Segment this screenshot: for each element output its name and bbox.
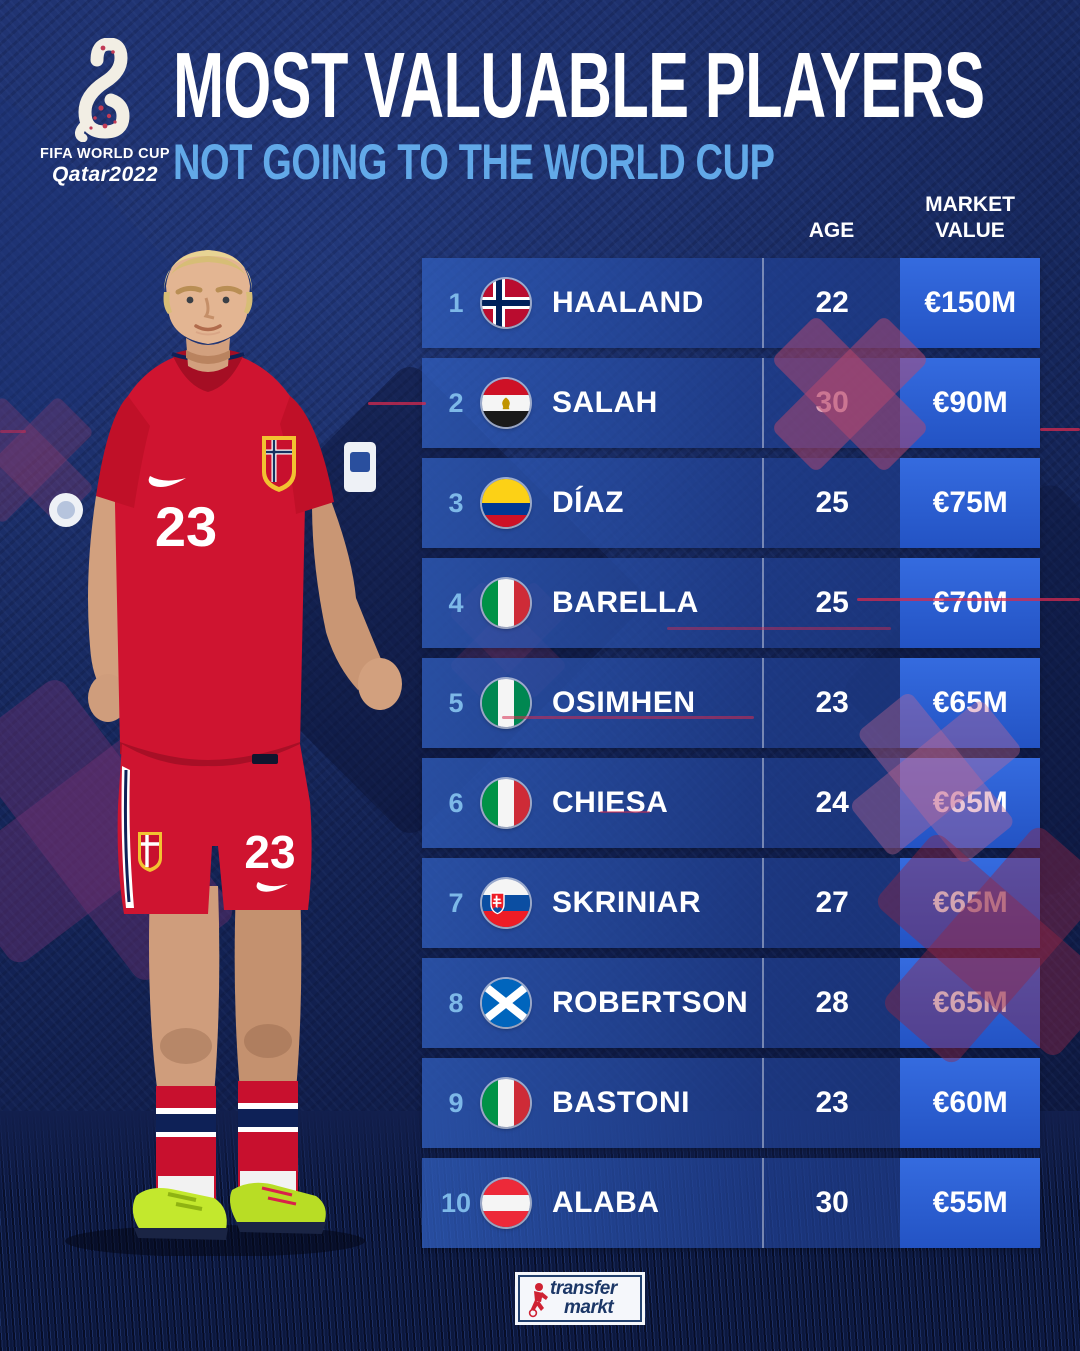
player-name: BARELLA: [552, 586, 699, 619]
table-row: 8 ROBERTSON 28 €65M: [422, 958, 1040, 1048]
player-age: 23: [761, 1058, 901, 1148]
colombia-flag-icon: [482, 479, 530, 527]
svg-text:23: 23: [155, 495, 217, 558]
footballer-icon: [528, 1283, 548, 1318]
table-row: 9 BASTONI 23 €60M: [422, 1058, 1040, 1148]
player-name: HAALAND: [552, 286, 704, 319]
egypt-flag-icon: [482, 379, 530, 427]
player-age: 30: [761, 1158, 901, 1248]
table-row: 3 DÍAZ 25 €75M: [422, 458, 1040, 548]
market-value: €55M: [900, 1158, 1040, 1248]
column-header-age: AGE: [808, 218, 855, 242]
market-value: €150M: [900, 258, 1040, 348]
table-row: 6 CHIESA 24 €65M: [422, 758, 1040, 848]
page-subtitle: NOT GOING TO THE WORLD CUP: [173, 134, 775, 191]
player-name: OSIMHEN: [552, 686, 696, 719]
haaland-player-photo: 23 23: [49, 250, 402, 1256]
market-value: €75M: [900, 458, 1040, 548]
player-name: ALABA: [552, 1186, 660, 1219]
rank-number: 1: [448, 287, 464, 318]
brand-word-markt: markt: [564, 1296, 614, 1318]
page-title: MOST VALUABLE PLAYERS: [173, 33, 985, 137]
rank-number: 4: [448, 587, 464, 618]
player-name: ROBERTSON: [552, 986, 749, 1019]
market-value: €70M: [900, 558, 1040, 648]
player-age: 30: [761, 358, 901, 448]
table-row: 7 SKRINIAR 27 €65M: [422, 858, 1040, 948]
market-value: €65M: [900, 758, 1040, 848]
fifa-world-cup-label: FIFA WORLD CUP: [40, 146, 170, 162]
column-header-market-value: MARKET VALUE: [925, 192, 1015, 242]
market-value: €65M: [900, 958, 1040, 1048]
norway-flag-icon: [482, 279, 530, 327]
qatar-2022-emblem-icon: [75, 38, 130, 142]
market-value: €60M: [900, 1058, 1040, 1148]
player-age: 25: [761, 458, 901, 548]
player-age: 24: [761, 758, 901, 848]
slovakia-flag-icon: [482, 879, 530, 927]
market-value: €90M: [900, 358, 1040, 448]
qatar-2022-label: Qatar2022: [51, 163, 159, 186]
rank-number: 6: [448, 787, 464, 818]
transfermarkt-logo: transfer markt: [518, 1275, 642, 1322]
table-row: 1 HAALAND 22 €150M: [422, 258, 1040, 348]
player-age: 22: [761, 258, 901, 348]
italy-flag-icon: [482, 779, 530, 827]
rank-number: 10: [440, 1187, 472, 1218]
market-value: €65M: [900, 858, 1040, 948]
player-name: CHIESA: [552, 786, 669, 819]
rank-number: 5: [448, 687, 464, 718]
table-row: 4 BARELLA 25 €70M: [422, 558, 1040, 648]
svg-text:23: 23: [244, 826, 295, 878]
rank-number: 7: [448, 887, 464, 918]
player-name: BASTONI: [552, 1086, 690, 1119]
rank-number: 9: [448, 1087, 464, 1118]
player-age: 25: [761, 558, 901, 648]
rank-number: 2: [448, 387, 464, 418]
player-name: SALAH: [552, 386, 658, 419]
market-value: €65M: [900, 658, 1040, 748]
brand-word-transfer: transfer: [550, 1278, 617, 1299]
rank-number: 3: [448, 487, 464, 518]
austria-flag-icon: [482, 1179, 530, 1227]
player-table: 1 HAALAND 22 €150M 2 SALAH 30 €90M 3 DÍA…: [422, 258, 1040, 1258]
italy-flag-icon: [482, 1079, 530, 1127]
player-age: 23: [761, 658, 901, 748]
table-header: AGE MARKET VALUE: [422, 176, 1040, 246]
table-row: 5 OSIMHEN 23 €65M: [422, 658, 1040, 748]
table-row: 10 ALABA 30 €55M: [422, 1158, 1040, 1248]
player-name: SKRINIAR: [552, 886, 702, 919]
table-row: 2 SALAH 30 €90M: [422, 358, 1040, 448]
scotland-flag-icon: [482, 979, 530, 1027]
player-age: 27: [761, 858, 901, 948]
rank-number: 8: [448, 987, 464, 1018]
fifa-world-cup-logo: FIFA WORLD CUP Qatar2022: [38, 38, 172, 187]
italy-flag-icon: [482, 579, 530, 627]
nigeria-flag-icon: [482, 679, 530, 727]
decor-line: [1040, 428, 1080, 431]
player-age: 28: [761, 958, 901, 1048]
player-name: DÍAZ: [552, 486, 624, 519]
